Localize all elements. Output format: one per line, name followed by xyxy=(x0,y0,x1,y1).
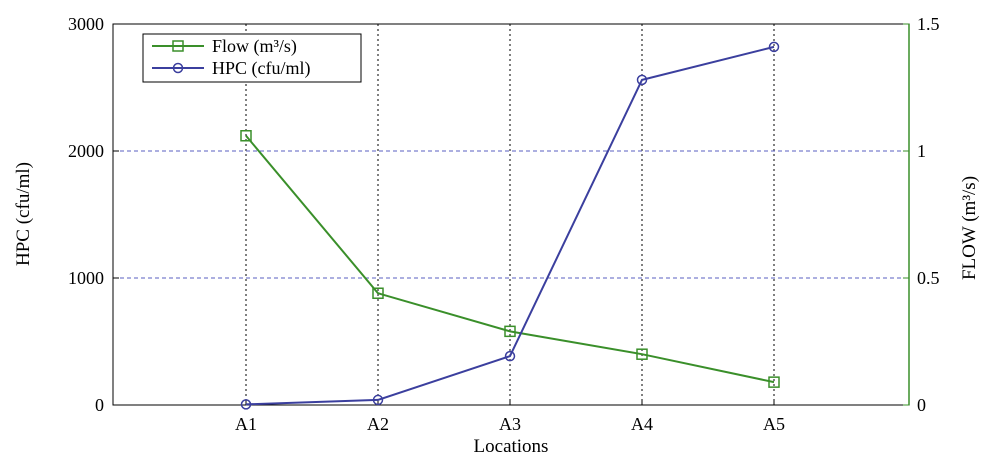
series-layer xyxy=(240,41,780,410)
data-point xyxy=(504,350,516,362)
data-point xyxy=(372,394,384,406)
x-tick-label: A5 xyxy=(763,414,785,434)
data-point xyxy=(768,376,780,388)
y-tick-label-right: 0 xyxy=(917,395,926,415)
y-tick-label-right: 1 xyxy=(917,141,926,161)
y-tick-label-left: 3000 xyxy=(68,14,104,34)
data-point xyxy=(636,74,648,86)
y-tick-label-right: 0.5 xyxy=(917,268,940,288)
data-point xyxy=(636,348,648,360)
data-point xyxy=(372,287,384,299)
data-point xyxy=(240,130,252,142)
data-point xyxy=(768,41,780,53)
legend-label: HPC (cfu/ml) xyxy=(212,58,311,79)
y-tick-label-left: 1000 xyxy=(68,268,104,288)
y-axis-label-left: HPC (cfu/ml) xyxy=(13,162,34,266)
x-tick-label: A1 xyxy=(235,414,257,434)
y-axis-label-right: FLOW (m³/s) xyxy=(959,176,980,280)
data-point xyxy=(240,399,252,410)
y-tick-label-right: 1.5 xyxy=(917,14,940,34)
x-tick-label: A4 xyxy=(631,414,653,434)
series-line xyxy=(245,45,775,406)
series-line xyxy=(245,135,775,384)
x-axis-label: Locations xyxy=(474,436,549,457)
x-tick-label: A3 xyxy=(499,414,521,434)
axes: 0 1000 2000 3000 0 0.5 1 1.5 A1 A2 A3 A4 A5 xyxy=(68,14,940,434)
legend: Flow (m³/s)HPC (cfu/ml) xyxy=(142,33,362,83)
data-point xyxy=(504,325,516,338)
y-tick-label-left: 2000 xyxy=(68,141,104,161)
x-tick-label: A2 xyxy=(367,414,389,434)
legend-marker xyxy=(172,62,184,74)
legend-label: Flow (m³/s) xyxy=(212,36,297,57)
grid-lines xyxy=(113,24,909,405)
y-tick-label-left: 0 xyxy=(95,395,104,415)
legend-marker xyxy=(172,40,184,52)
legend-box xyxy=(142,33,362,83)
